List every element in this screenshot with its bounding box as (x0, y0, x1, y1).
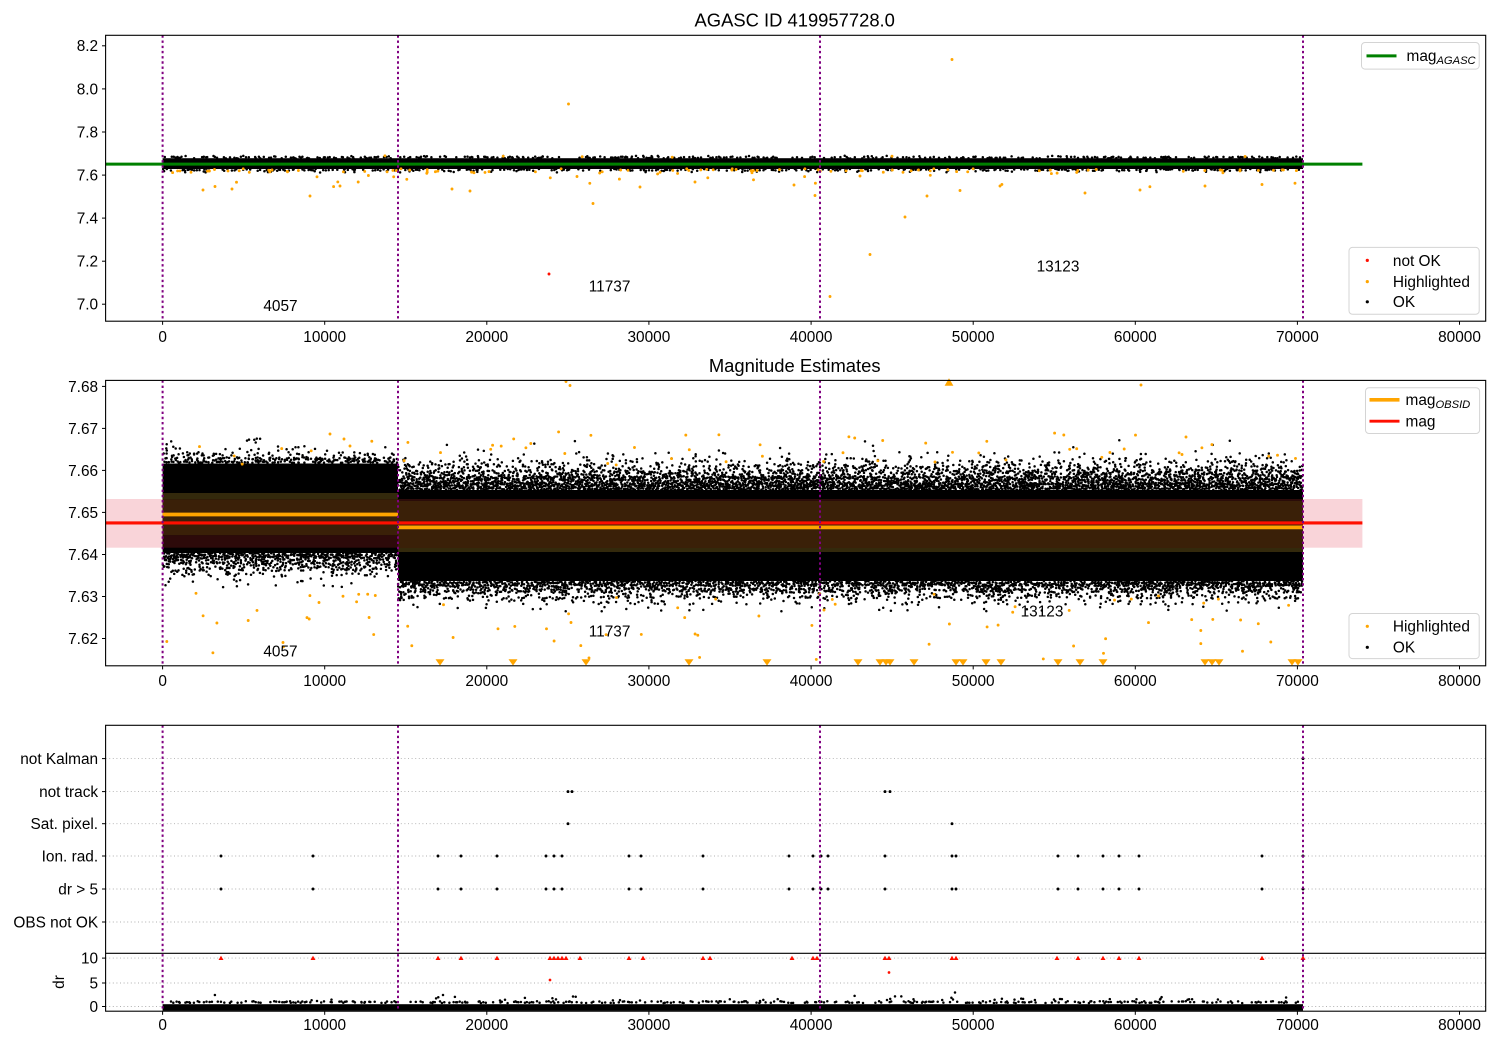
svg-text:Highlighted: Highlighted (1393, 274, 1470, 291)
svg-text:not track: not track (39, 784, 98, 801)
svg-text:8.2: 8.2 (77, 38, 98, 55)
svg-text:Highlighted: Highlighted (1393, 619, 1470, 636)
svg-text:7.64: 7.64 (68, 547, 98, 564)
svg-text:Magnitude Estimates: Magnitude Estimates (709, 355, 881, 376)
svg-text:30000: 30000 (627, 1017, 670, 1034)
svg-text:OK: OK (1393, 294, 1416, 311)
svg-text:60000: 60000 (1114, 1017, 1157, 1034)
svg-text:60000: 60000 (1114, 673, 1157, 690)
svg-text:20000: 20000 (465, 673, 508, 690)
svg-text:dr > 5: dr > 5 (58, 881, 98, 898)
svg-text:40000: 40000 (790, 329, 833, 346)
svg-text:11737: 11737 (589, 624, 631, 641)
svg-text:dr: dr (51, 975, 68, 989)
svg-text:Ion. rad.: Ion. rad. (42, 848, 98, 865)
svg-text:5: 5 (90, 975, 99, 992)
svg-text:0: 0 (158, 673, 167, 690)
svg-text:7.66: 7.66 (68, 463, 98, 480)
svg-text:7.0: 7.0 (77, 297, 98, 314)
svg-text:50000: 50000 (952, 329, 995, 346)
svg-text:not OK: not OK (1393, 253, 1442, 270)
svg-text:0: 0 (158, 329, 167, 346)
svg-text:OBS not OK: OBS not OK (13, 914, 98, 931)
svg-text:30000: 30000 (627, 673, 670, 690)
svg-text:7.67: 7.67 (68, 421, 98, 438)
svg-text:80000: 80000 (1438, 1017, 1481, 1034)
svg-text:7.2: 7.2 (77, 254, 98, 271)
svg-text:20000: 20000 (465, 1017, 508, 1034)
svg-text:0: 0 (158, 1017, 167, 1034)
svg-text:10: 10 (81, 951, 98, 968)
svg-text:80000: 80000 (1438, 329, 1481, 346)
svg-text:11737: 11737 (589, 279, 631, 296)
svg-text:mag: mag (1406, 414, 1436, 431)
svg-text:70000: 70000 (1276, 1017, 1319, 1034)
svg-text:40000: 40000 (790, 1017, 833, 1034)
svg-text:70000: 70000 (1276, 673, 1319, 690)
svg-text:50000: 50000 (952, 673, 995, 690)
svg-text:10000: 10000 (303, 329, 346, 346)
svg-text:60000: 60000 (1114, 329, 1157, 346)
svg-text:20000: 20000 (465, 329, 508, 346)
svg-text:not Kalman: not Kalman (20, 751, 98, 768)
svg-text:50000: 50000 (952, 1017, 995, 1034)
svg-text:8.0: 8.0 (77, 81, 98, 98)
svg-text:40000: 40000 (790, 673, 833, 690)
svg-text:7.68: 7.68 (68, 379, 98, 396)
svg-text:70000: 70000 (1276, 329, 1319, 346)
svg-text:13123: 13123 (1037, 259, 1080, 276)
svg-text:30000: 30000 (627, 329, 670, 346)
svg-text:7.8: 7.8 (77, 124, 98, 141)
svg-text:AGASC ID 419957728.0: AGASC ID 419957728.0 (695, 9, 895, 30)
svg-text:13123: 13123 (1021, 604, 1064, 621)
svg-text:7.62: 7.62 (68, 631, 98, 648)
svg-text:0: 0 (90, 999, 99, 1016)
svg-text:7.63: 7.63 (68, 589, 98, 606)
svg-text:7.6: 7.6 (77, 168, 98, 185)
svg-text:4057: 4057 (263, 644, 297, 661)
svg-text:7.4: 7.4 (77, 211, 99, 228)
svg-text:Sat. pixel.: Sat. pixel. (31, 816, 99, 833)
svg-text:OK: OK (1393, 640, 1416, 657)
svg-text:80000: 80000 (1438, 673, 1481, 690)
svg-text:7.65: 7.65 (68, 505, 98, 522)
svg-text:4057: 4057 (263, 298, 297, 315)
svg-text:10000: 10000 (303, 673, 346, 690)
svg-text:10000: 10000 (303, 1017, 346, 1034)
